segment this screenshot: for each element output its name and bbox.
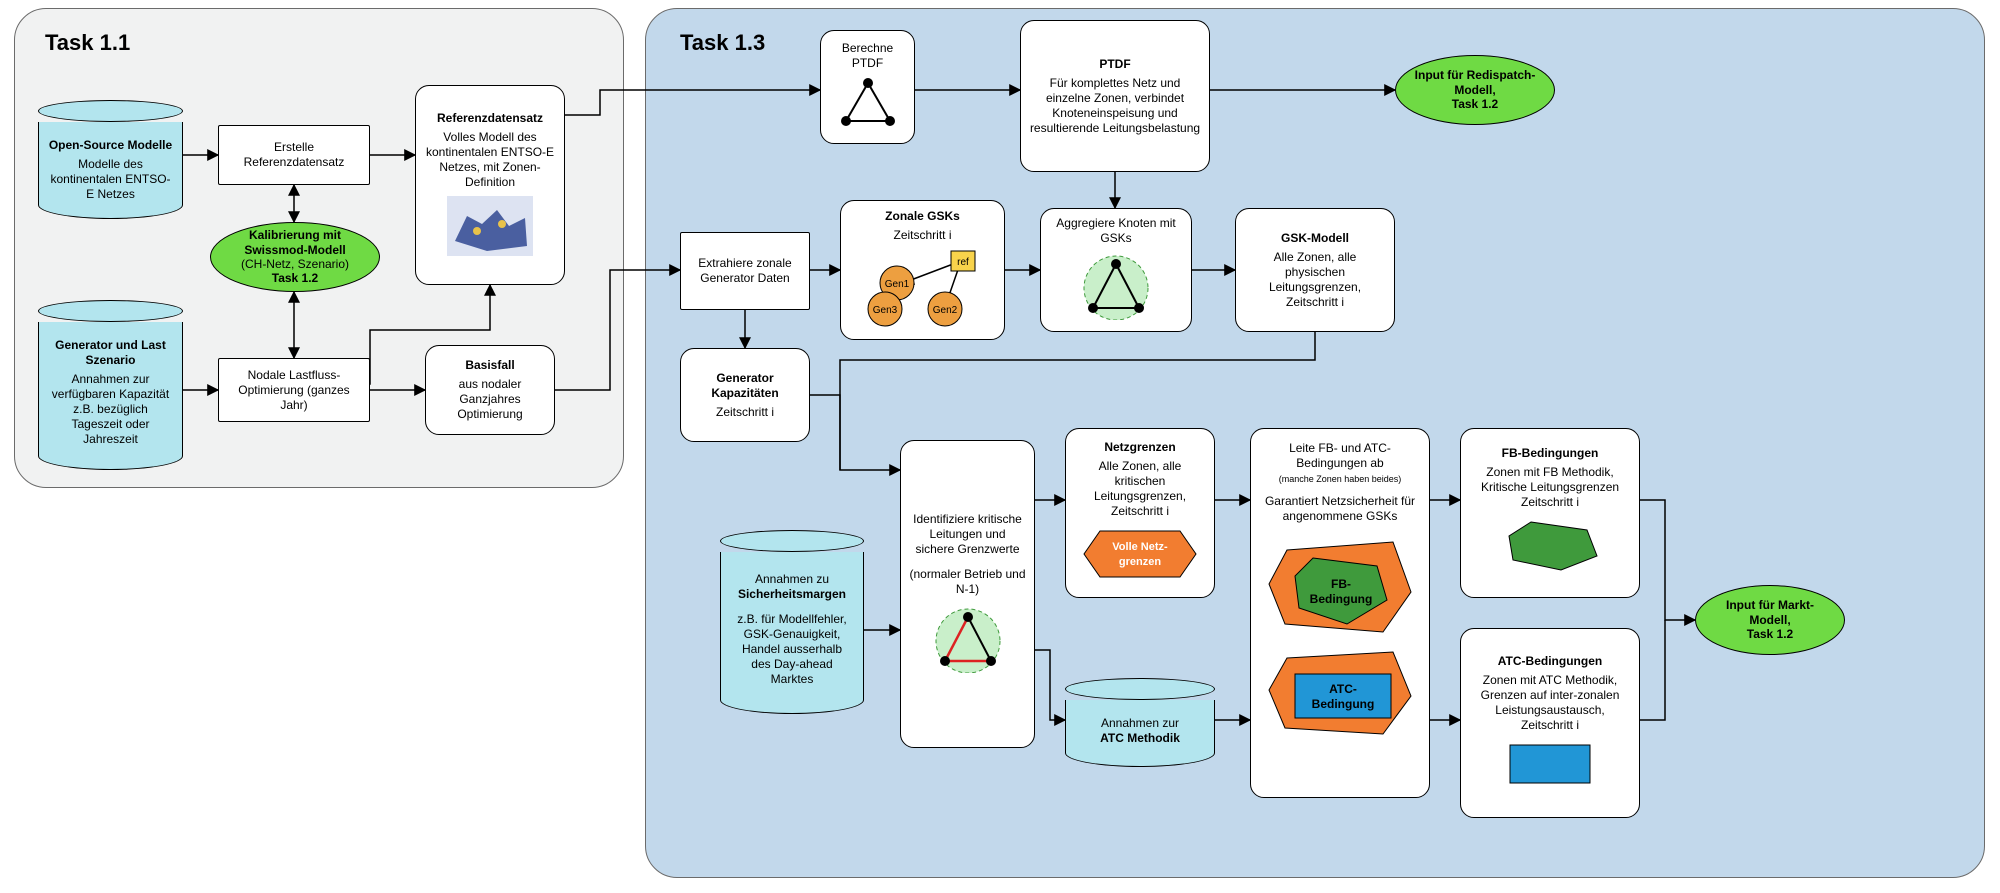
input-markt-ellipse: Input für Markt-Modell, Task 1.2 [1695, 585, 1845, 655]
input-redispatch-title: Input für Redispatch-Modell, [1406, 68, 1544, 97]
gsk-gen-icon: Gen1 Gen2 Gen3 ref [853, 249, 993, 331]
gen-kap-node: Generator Kapazitäten Zeitschritt i [680, 348, 810, 442]
netzgrenzen-title: Netzgrenzen [1104, 440, 1175, 455]
svg-text:grenzen: grenzen [1119, 556, 1161, 568]
referenz-body: Volles Modell des kontinentalen ENTSO-E … [424, 130, 556, 190]
svg-text:Gen1: Gen1 [884, 279, 909, 290]
berechne-ptdf-text: Berechne PTDF [829, 41, 906, 71]
critical-triangle-icon [929, 603, 1007, 677]
sicherheit-body: z.B. für Modellfehler, GSK-Genauigkeit, … [731, 612, 853, 687]
netzgrenzen-body: Alle Zonen, alle kritischen Leitungsgren… [1074, 459, 1206, 519]
svg-text:ATC-: ATC- [1329, 682, 1357, 696]
kalibrierung-ellipse: Kalibrierung mit Swissmod-Modell (CH-Net… [210, 222, 380, 292]
volle-netz-hex: Volle Netz- grenzen [1080, 525, 1200, 587]
netzgrenzen-node: Netzgrenzen Alle Zonen, alle kritischen … [1065, 428, 1215, 598]
extrahiere-text: Extrahiere zonale Generator Daten [689, 256, 801, 286]
erstelle-ref-text: Erstelle Referenzdatensatz [227, 140, 361, 170]
atc-methodik-cyl: Annahmen zur ATC Methodik [1065, 678, 1215, 767]
ptdf-body: Für komplettes Netz und einzelne Zonen, … [1029, 76, 1201, 136]
open-source-cyl: Open-Source Modelle Modelle des kontinen… [38, 100, 183, 219]
nodale-node: Nodale Lastfluss-Optimierung (ganzes Jah… [218, 358, 370, 422]
gsk-modell-body: Alle Zonen, alle physischen Leitungsgren… [1244, 250, 1386, 310]
kalibrierung-title: Kalibrierung mit Swissmod-Modell [221, 228, 369, 257]
leite-node: Leite FB- und ATC-Bedingungen ab (manche… [1250, 428, 1430, 798]
erstelle-ref-node: Erstelle Referenzdatensatz [218, 125, 370, 185]
leite-l1: Leite FB- und ATC-Bedingungen ab [1259, 441, 1421, 471]
gen-kap-body: Zeitschritt i [716, 405, 774, 420]
referenz-node: Referenzdatensatz Volles Modell des kont… [415, 85, 565, 285]
fb-poly-icon [1495, 516, 1605, 580]
atc-bed-node: ATC-Bedingungen Zonen mit ATC Methodik, … [1460, 628, 1640, 818]
aggregiere-node: Aggregiere Knoten mit GSKs [1040, 208, 1192, 332]
task11-title: Task 1.1 [45, 30, 130, 56]
triangle-network-icon [838, 77, 898, 133]
svg-text:Gen3: Gen3 [872, 305, 897, 316]
ptdf-title: PTDF [1099, 57, 1130, 72]
extrahiere-node: Extrahiere zonale Generator Daten [680, 232, 810, 310]
gsk-modell-title: GSK-Modell [1281, 231, 1349, 246]
zonale-gsk-title: Zonale GSKs [885, 209, 960, 224]
input-redispatch-task: Task 1.2 [1452, 97, 1498, 111]
gsk-modell-node: GSK-Modell Alle Zonen, alle physischen L… [1235, 208, 1395, 332]
basisfall-title: Basisfall [465, 358, 514, 373]
sicherheit-title: Sicherheitsmargen [738, 587, 846, 602]
zonale-gsk-body: Zeitschritt i [893, 228, 951, 243]
gen-last-body: Annahmen zur verfügbaren Kapazität z.B. … [47, 372, 174, 447]
svg-text:Bedingung: Bedingung [1312, 697, 1375, 711]
basisfall-node: Basisfall aus nodaler Ganzjahres Optimie… [425, 345, 555, 435]
svg-text:FB-: FB- [1331, 577, 1351, 591]
identifiziere-node: Identifiziere kritische Leitungen und si… [900, 440, 1035, 748]
nodale-text: Nodale Lastfluss-Optimierung (ganzes Jah… [227, 368, 361, 413]
task13-title: Task 1.3 [680, 30, 765, 56]
input-markt-title: Input für Markt-Modell, [1706, 598, 1834, 627]
basisfall-body: aus nodaler Ganzjahres Optimierung [434, 377, 546, 422]
fb-bed-title: FB-Bedingungen [1502, 446, 1599, 461]
atc-bedingung-shape: ATC- Bedingung [1265, 648, 1415, 744]
atc-rect-icon [1500, 739, 1600, 793]
open-source-title: Open-Source Modelle [49, 138, 172, 153]
svg-text:ref: ref [957, 257, 969, 268]
kalibrierung-task: Task 1.2 [272, 271, 318, 285]
sicherheit-cyl: Annahmen zu Sicherheitsmargen z.B. für M… [720, 530, 864, 714]
europe-map-icon [447, 196, 533, 260]
zonale-gsk-node: Zonale GSKs Zeitschritt i Gen1 Gen2 Gen3… [840, 200, 1005, 340]
leite-l2: (manche Zonen haben beides) [1279, 474, 1402, 485]
leite-l3: Garantiert Netzsicherheit für angenommen… [1259, 494, 1421, 524]
referenz-title: Referenzdatensatz [437, 111, 543, 126]
open-source-body: Modelle des kontinentalen ENTSO-E Netzes [47, 157, 174, 202]
fb-bedingung-shape: FB- Bedingung [1265, 538, 1415, 642]
berechne-ptdf-node: Berechne PTDF [820, 30, 915, 144]
identifiziere-text2: (normaler Betrieb und N-1) [909, 567, 1026, 597]
atc-bed-title: ATC-Bedingungen [1498, 654, 1602, 669]
fb-bed-body: Zonen mit FB Methodik, Kritische Leitung… [1469, 465, 1631, 510]
svg-text:Bedingung: Bedingung [1310, 592, 1373, 606]
atc-bed-body: Zonen mit ATC Methodik, Grenzen auf inte… [1469, 673, 1631, 733]
svg-text:Gen2: Gen2 [932, 305, 957, 316]
kalibrierung-body: (CH-Netz, Szenario) [241, 257, 349, 271]
input-markt-task: Task 1.2 [1747, 627, 1793, 641]
identifiziere-text1: Identifiziere kritische Leitungen und si… [909, 512, 1026, 557]
fb-bed-node: FB-Bedingungen Zonen mit FB Methodik, Kr… [1460, 428, 1640, 598]
aggregate-triangle-icon [1077, 252, 1155, 324]
input-redispatch-ellipse: Input für Redispatch-Modell, Task 1.2 [1395, 55, 1555, 125]
atc-title: ATC Methodik [1100, 731, 1180, 746]
aggregiere-text: Aggregiere Knoten mit GSKs [1049, 216, 1183, 246]
svg-text:Volle Netz-: Volle Netz- [1112, 541, 1168, 553]
sicherheit-pre: Annahmen zu [755, 572, 829, 587]
gen-kap-title: Generator Kapazitäten [689, 371, 801, 401]
gen-last-title: Generator und Last Szenario [47, 338, 174, 368]
gen-last-cyl: Generator und Last Szenario Annahmen zur… [38, 300, 183, 470]
ptdf-node: PTDF Für komplettes Netz und einzelne Zo… [1020, 20, 1210, 172]
atc-pre: Annahmen zur [1101, 716, 1179, 731]
